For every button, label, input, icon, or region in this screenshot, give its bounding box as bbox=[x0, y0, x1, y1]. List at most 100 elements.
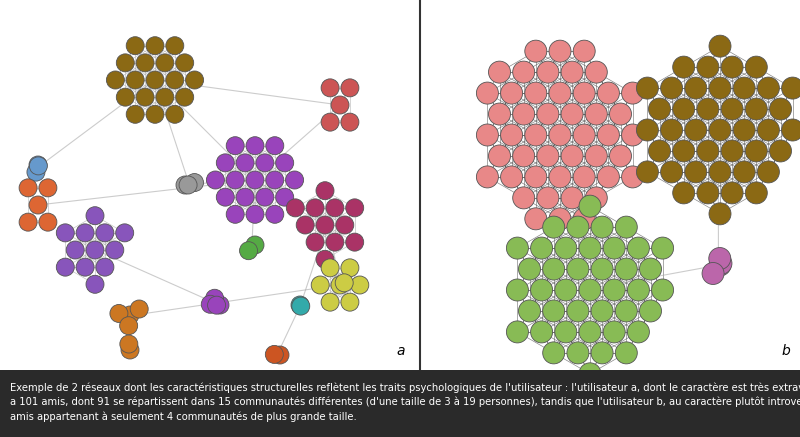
Circle shape bbox=[709, 254, 731, 276]
Circle shape bbox=[518, 258, 541, 280]
Circle shape bbox=[637, 161, 658, 183]
Text: a: a bbox=[397, 344, 405, 358]
Circle shape bbox=[721, 182, 743, 204]
Circle shape bbox=[661, 119, 682, 141]
Circle shape bbox=[661, 77, 682, 99]
Circle shape bbox=[721, 98, 743, 120]
Circle shape bbox=[525, 208, 547, 230]
Circle shape bbox=[567, 258, 589, 280]
Circle shape bbox=[207, 296, 226, 314]
Circle shape bbox=[346, 199, 364, 217]
Circle shape bbox=[673, 56, 694, 78]
Circle shape bbox=[120, 317, 138, 335]
Circle shape bbox=[350, 276, 369, 294]
Circle shape bbox=[56, 258, 74, 276]
Circle shape bbox=[266, 137, 284, 155]
Circle shape bbox=[758, 77, 779, 99]
Circle shape bbox=[579, 237, 601, 259]
Circle shape bbox=[615, 258, 638, 280]
Circle shape bbox=[226, 205, 244, 223]
Circle shape bbox=[226, 171, 244, 189]
Circle shape bbox=[649, 140, 670, 162]
Circle shape bbox=[639, 300, 662, 322]
Circle shape bbox=[316, 216, 334, 234]
Circle shape bbox=[622, 82, 643, 104]
Circle shape bbox=[627, 237, 650, 259]
Circle shape bbox=[321, 79, 339, 97]
Circle shape bbox=[116, 54, 134, 72]
Circle shape bbox=[321, 113, 339, 131]
Circle shape bbox=[246, 137, 264, 155]
Circle shape bbox=[246, 171, 264, 189]
Circle shape bbox=[542, 258, 565, 280]
Circle shape bbox=[542, 342, 565, 364]
Circle shape bbox=[649, 98, 670, 120]
Circle shape bbox=[758, 161, 779, 183]
Circle shape bbox=[561, 145, 583, 167]
Circle shape bbox=[573, 40, 595, 62]
Circle shape bbox=[76, 258, 94, 276]
Circle shape bbox=[306, 233, 324, 251]
Circle shape bbox=[292, 297, 310, 315]
Circle shape bbox=[331, 276, 349, 294]
Circle shape bbox=[29, 156, 47, 174]
Circle shape bbox=[296, 216, 314, 234]
Circle shape bbox=[513, 145, 534, 167]
Circle shape bbox=[758, 119, 779, 141]
Circle shape bbox=[525, 40, 547, 62]
Circle shape bbox=[513, 103, 534, 125]
Circle shape bbox=[530, 279, 553, 301]
Circle shape bbox=[697, 182, 719, 204]
Circle shape bbox=[673, 98, 694, 120]
Circle shape bbox=[286, 199, 304, 217]
Circle shape bbox=[639, 258, 662, 280]
Circle shape bbox=[236, 188, 254, 206]
Circle shape bbox=[66, 241, 84, 259]
Circle shape bbox=[106, 241, 124, 259]
Circle shape bbox=[586, 61, 607, 83]
Circle shape bbox=[513, 187, 534, 209]
Circle shape bbox=[489, 103, 510, 125]
Circle shape bbox=[721, 56, 743, 78]
Circle shape bbox=[549, 124, 571, 146]
Circle shape bbox=[555, 321, 577, 343]
Circle shape bbox=[615, 300, 638, 322]
Circle shape bbox=[579, 279, 601, 301]
Circle shape bbox=[573, 124, 595, 146]
Circle shape bbox=[622, 166, 643, 188]
Text: Exemple de 2 réseaux dont les caractéristiques structurelles reflètent les trait: Exemple de 2 réseaux dont les caractéris… bbox=[10, 382, 800, 422]
Circle shape bbox=[506, 279, 528, 301]
Circle shape bbox=[537, 61, 559, 83]
Circle shape bbox=[770, 98, 791, 120]
Circle shape bbox=[321, 293, 339, 311]
Circle shape bbox=[276, 154, 294, 172]
Circle shape bbox=[501, 166, 522, 188]
Circle shape bbox=[216, 154, 234, 172]
Circle shape bbox=[537, 187, 559, 209]
Circle shape bbox=[211, 296, 229, 314]
Circle shape bbox=[542, 216, 565, 238]
Circle shape bbox=[709, 161, 731, 183]
Circle shape bbox=[326, 199, 344, 217]
Circle shape bbox=[126, 105, 144, 123]
Circle shape bbox=[537, 145, 559, 167]
Circle shape bbox=[326, 233, 344, 251]
Circle shape bbox=[637, 119, 658, 141]
Circle shape bbox=[506, 321, 528, 343]
Circle shape bbox=[603, 279, 626, 301]
Circle shape bbox=[176, 88, 194, 106]
Circle shape bbox=[130, 300, 148, 318]
Circle shape bbox=[216, 188, 234, 206]
Circle shape bbox=[573, 82, 595, 104]
Circle shape bbox=[146, 71, 164, 89]
Circle shape bbox=[567, 216, 589, 238]
Circle shape bbox=[110, 305, 128, 323]
Circle shape bbox=[271, 346, 289, 364]
Circle shape bbox=[661, 161, 682, 183]
Circle shape bbox=[477, 124, 498, 146]
Circle shape bbox=[709, 35, 731, 57]
Circle shape bbox=[615, 216, 638, 238]
Circle shape bbox=[525, 82, 547, 104]
Circle shape bbox=[96, 224, 114, 242]
Circle shape bbox=[501, 82, 522, 104]
